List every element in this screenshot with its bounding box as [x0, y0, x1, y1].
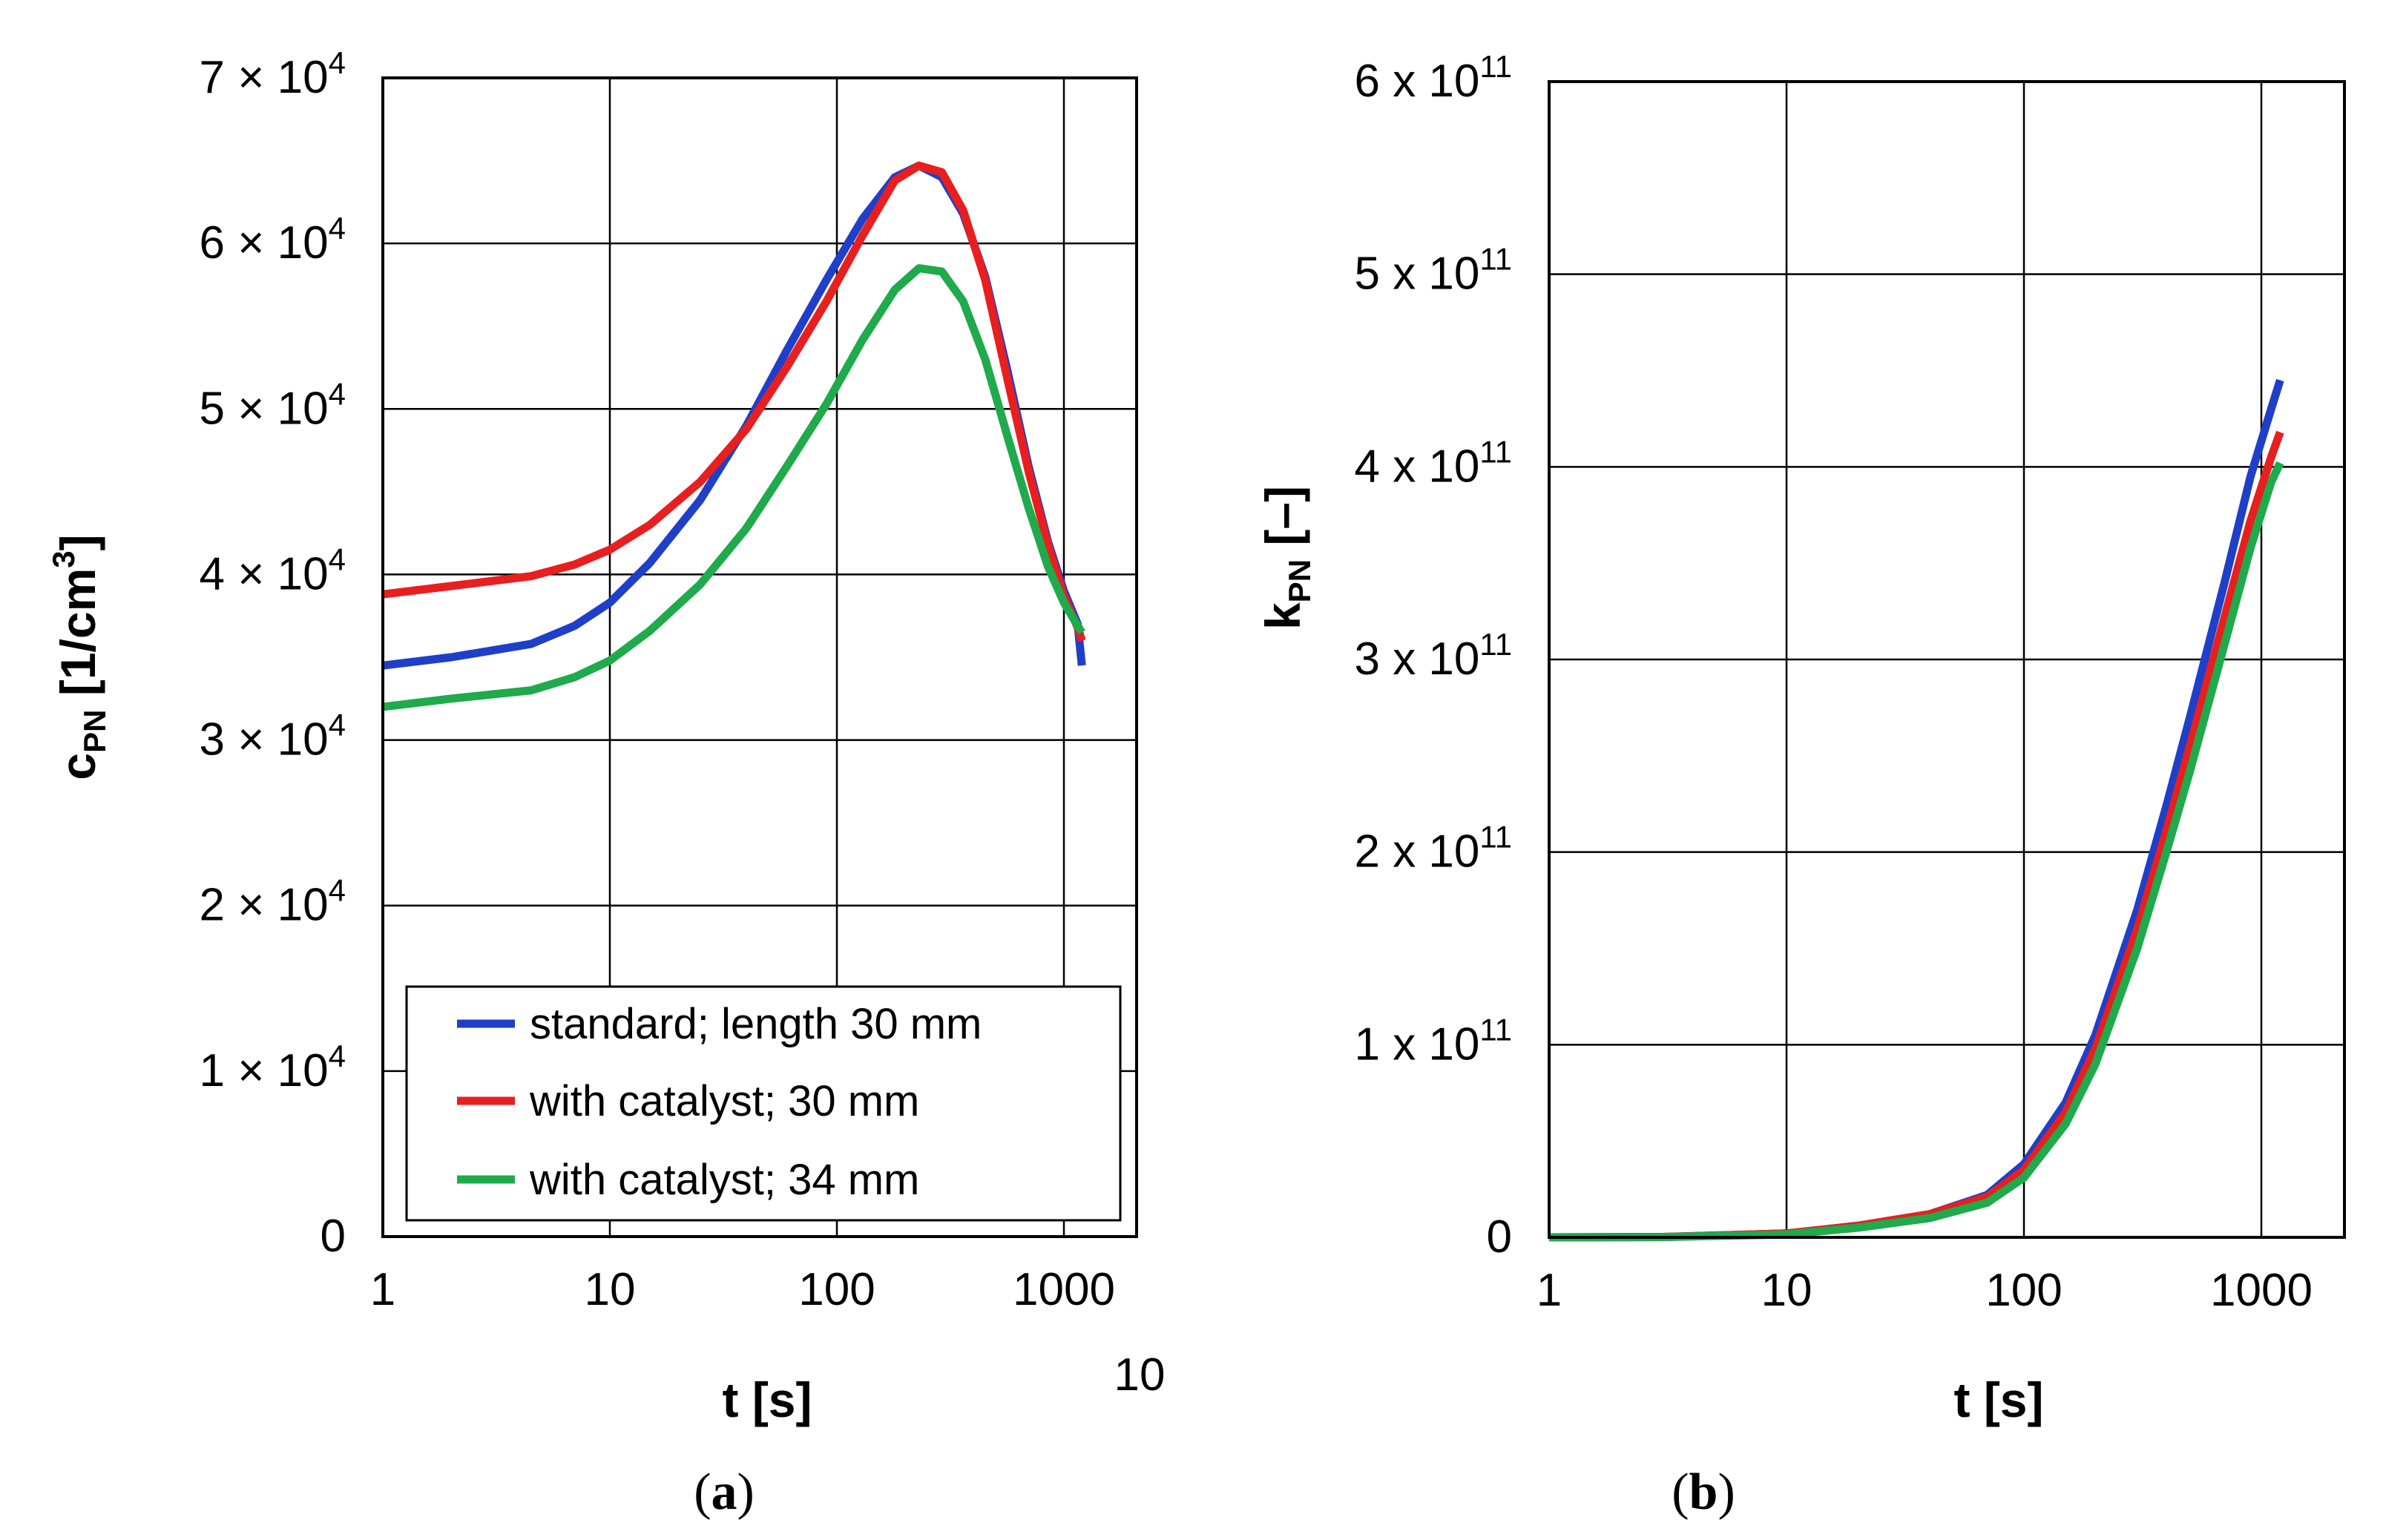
- chart-b-y-axis-label: kPN [–]: [1255, 486, 1317, 630]
- legend-label-catalyst-30: with catalyst; 30 mm: [529, 1077, 919, 1125]
- chart-a-x-tick-labels: 1 10 100 1000: [370, 1264, 1115, 1315]
- chart-a-y-tick-label: 7 × 104: [200, 45, 346, 103]
- caption-a: (a): [694, 1464, 755, 1521]
- chart-b-plot-frame: [1548, 80, 2346, 1239]
- chart-a-y-tick-labels: 0 1 × 104 2 × 104 3 × 104 4 × 104 5 × 104 6 × …: [200, 45, 346, 1262]
- chart-b-x-tick-label: 1: [1537, 1265, 1562, 1316]
- chart-a-plot-frame: [381, 76, 1138, 1238]
- chart-b-x-axis-label: t [s]: [1954, 1372, 2044, 1427]
- chart-a-y-tick-label: 5 × 104: [200, 376, 346, 434]
- chart-b-y-tick-label: 1 x 1011: [1354, 1012, 1512, 1070]
- chart-b-y-tick-label: 5 x 1011: [1354, 242, 1512, 300]
- chart-a-y-tick-label: 0: [321, 1211, 346, 1262]
- chart-b-gridlines: [1549, 82, 2344, 1237]
- legend-label-catalyst-34: with catalyst; 34 mm: [529, 1156, 919, 1204]
- chart-b-x-tick-labels: 1 10 100 1000: [1537, 1265, 2313, 1316]
- chart-a-y-tick-label: 6 × 104: [200, 211, 346, 269]
- chart-b-x-tick-label: 100: [1985, 1265, 2062, 1316]
- chart-a-series: [382, 161, 1086, 711]
- chart-b-x-tick-label: 10: [1761, 1265, 1812, 1316]
- chart-a-x-axis-label: t [s]: [723, 1372, 812, 1427]
- chart-b-y-tick-label: 3 x 1011: [1354, 627, 1512, 685]
- chart-panel-b: 0 1 x 1011 2 x 1011 3 x 1011 4 x 1011 5 x 101…: [1255, 49, 2346, 1521]
- chart-b-y-tick-label: 2 x 1011: [1354, 820, 1512, 878]
- chart-a-legend: standard; length 30 mm with catalyst; 30…: [405, 985, 1122, 1222]
- caption-b: (b): [1672, 1464, 1735, 1521]
- chart-a-y-tick-label: 2 × 104: [200, 873, 346, 931]
- chart-b-x-tick-label: 1000: [2210, 1265, 2313, 1316]
- chart-b-y-tick-labels: 0 1 x 1011 2 x 1011 3 x 1011 4 x 1011 5 x 101…: [1354, 49, 1512, 1263]
- chart-b-series: [1548, 378, 2284, 1242]
- chart-a-y-axis-label: cPN [1/cm3]: [46, 534, 112, 780]
- chart-a-legend-box: [405, 985, 1122, 1222]
- chart-a-x-tick-label: 10: [585, 1264, 636, 1315]
- chart-b-y-tick-label: 0: [1487, 1211, 1512, 1263]
- chart-b-series-line-3: [1548, 461, 2284, 1242]
- chart-a-y-tick-label: 4 × 104: [200, 542, 346, 599]
- chart-a-x-tick-label: 1: [370, 1264, 395, 1315]
- chart-a-series-line-2: [382, 161, 1086, 642]
- chart-a-y-tick-label: 1 × 104: [200, 1039, 346, 1096]
- chart-a-x-tick-label: 100: [798, 1264, 875, 1315]
- chart-panel-a: 0 1 × 104 2 × 104 3 × 104 4 × 104 5 × 104 6 × …: [46, 45, 1165, 1521]
- chart-a-y-tick-label: 3 × 104: [200, 708, 346, 766]
- chart-a-x-tick-label: 1000: [1013, 1264, 1115, 1315]
- chart-a-series-line-3: [382, 264, 1085, 711]
- legend-label-standard: standard; length 30 mm: [530, 1000, 982, 1048]
- chart-b-y-tick-label: 4 x 1011: [1354, 434, 1512, 492]
- chart-b-y-tick-label: 6 x 1011: [1354, 49, 1512, 107]
- chart-a-stray-label: 10: [1114, 1349, 1166, 1401]
